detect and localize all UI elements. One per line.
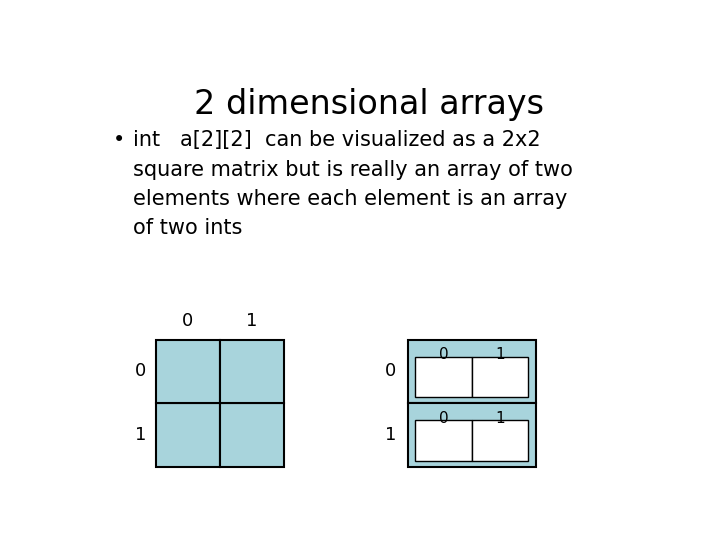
- Text: square matrix but is really an array of two: square matrix but is really an array of …: [132, 159, 572, 179]
- Bar: [156, 403, 220, 467]
- Text: of two ints: of two ints: [132, 218, 242, 238]
- Text: 0: 0: [438, 347, 449, 362]
- Text: elements where each element is an array: elements where each element is an array: [132, 189, 567, 209]
- Bar: [415, 356, 472, 397]
- Text: 0: 0: [182, 313, 194, 330]
- Text: 1: 1: [135, 426, 147, 444]
- Bar: [156, 340, 220, 403]
- Text: •: •: [113, 130, 125, 150]
- Text: 1: 1: [495, 411, 505, 426]
- Text: 1: 1: [495, 347, 505, 362]
- Text: 2 dimensional arrays: 2 dimensional arrays: [194, 88, 544, 121]
- Bar: [472, 356, 528, 397]
- Text: 1: 1: [246, 313, 258, 330]
- Bar: [220, 403, 284, 467]
- Bar: [408, 403, 536, 467]
- Text: 0: 0: [385, 362, 396, 381]
- Bar: [472, 420, 528, 461]
- Bar: [415, 420, 472, 461]
- Bar: [220, 340, 284, 403]
- Text: 1: 1: [384, 426, 396, 444]
- Text: int   a[2][2]  can be visualized as a 2x2: int a[2][2] can be visualized as a 2x2: [132, 130, 540, 150]
- Text: 0: 0: [438, 411, 449, 426]
- Bar: [408, 340, 536, 403]
- Text: 0: 0: [135, 362, 147, 381]
